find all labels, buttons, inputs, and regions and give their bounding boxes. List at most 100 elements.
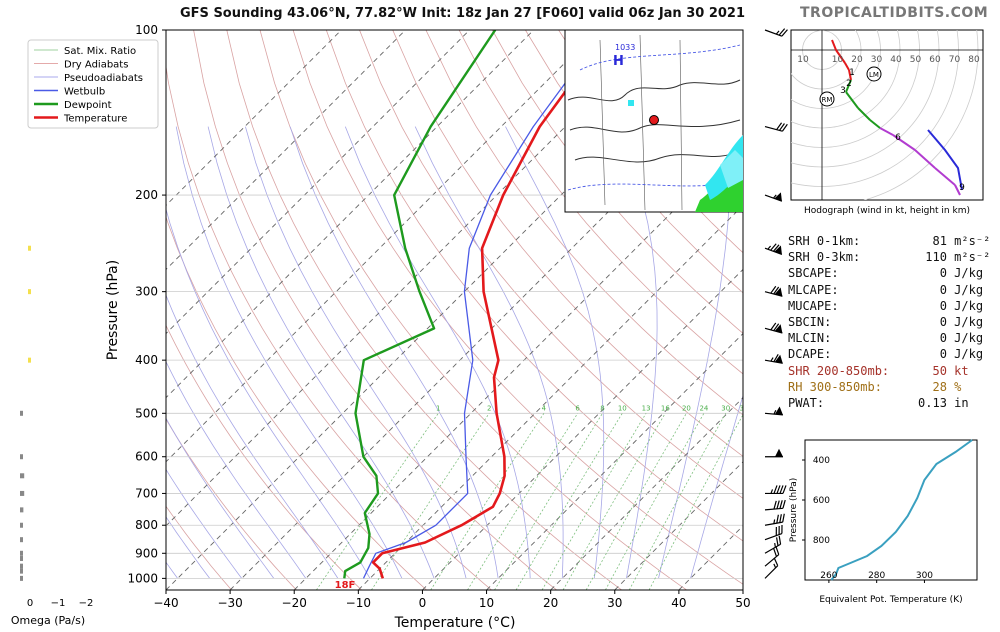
mixing-ratio-label: 2 <box>487 404 491 412</box>
theta-e-xtick-label: 280 <box>868 571 885 581</box>
param-name: SBCAPE: <box>788 266 897 281</box>
brand-logo-text[interactable]: TROPICALTIDBITS.COM <box>800 5 989 21</box>
wind-barb-full <box>779 500 783 509</box>
wind-barb-half <box>773 563 777 569</box>
omega-bar <box>20 568 23 574</box>
param-name: SRH 0-1km: <box>788 234 897 248</box>
param-value: 28 <box>896 379 947 394</box>
hodograph-ring-label: 80 <box>968 55 980 65</box>
wind-barb-full <box>775 527 777 536</box>
wind-barb-full <box>773 557 779 566</box>
param-value: 81 <box>896 234 947 248</box>
mixing-ratio-line <box>541 413 647 590</box>
param-name: SRH 0-3km: <box>788 250 897 265</box>
param-unit: m²s⁻² <box>946 250 991 265</box>
param-name: PWAT: <box>788 396 897 411</box>
hodograph-segment <box>845 79 852 93</box>
y-tick-label: 1000 <box>127 571 158 585</box>
mixing-ratio-line <box>494 413 603 590</box>
wind-barb-full <box>773 244 780 252</box>
omega-bar <box>28 289 31 295</box>
dry-adiabat-line <box>259 30 687 590</box>
wind-barb <box>764 557 779 579</box>
mixing-ratio-label: 24 <box>699 404 708 412</box>
pseudoadiabat-line <box>166 360 307 579</box>
pseudoadiabat-line <box>289 126 499 579</box>
omega-bar <box>20 454 23 460</box>
wind-barb <box>764 122 788 132</box>
omega-tick-label: 0 <box>27 598 33 609</box>
y-tick-label: 400 <box>135 353 158 367</box>
param-row: DCAPE: 0 J/kg <box>788 346 990 362</box>
wind-barb-full <box>776 500 780 509</box>
wind-barb-half <box>774 542 776 548</box>
mixing-ratio-label: 8 <box>600 404 604 412</box>
param-unit: % <box>946 379 962 394</box>
mixing-ratio-line <box>585 413 687 590</box>
y-tick-label: 200 <box>135 188 158 202</box>
wind-barb-full <box>781 524 783 534</box>
isotherm-line <box>166 30 534 399</box>
wind-barb <box>764 28 788 37</box>
param-value: 0 <box>896 347 947 362</box>
isotherm-line <box>166 30 406 271</box>
mixing-ratio-line <box>515 413 623 590</box>
hodograph-ring-label: 60 <box>929 55 941 65</box>
wind-barb-half <box>773 194 777 199</box>
param-unit: J/kg <box>946 331 984 346</box>
wind-barb-full <box>782 485 787 494</box>
pseudoadiabat-line <box>166 294 339 579</box>
param-unit: J/kg <box>946 282 984 297</box>
wind-barb-full <box>773 500 777 510</box>
wind-barb <box>765 448 783 458</box>
omega-bar <box>20 550 23 556</box>
wind-barb <box>764 322 783 334</box>
hodograph-segment <box>954 184 961 196</box>
y-tick-label: 800 <box>135 518 158 532</box>
param-row: MUCAPE: 0 J/kg <box>788 298 990 314</box>
param-value: 50 <box>896 363 947 378</box>
param-name: DCAPE: <box>788 347 897 362</box>
pseudoadiabat-line <box>166 516 211 579</box>
mixing-ratio-label: 20 <box>682 404 691 412</box>
wetbulb-line <box>362 30 605 579</box>
hodograph-segment <box>857 107 871 121</box>
x-tick-label: 10 <box>479 596 494 610</box>
param-unit: m²s⁻² <box>946 234 991 248</box>
wind-barb <box>764 406 783 416</box>
hodograph-segment <box>848 69 852 81</box>
y-tick-label: 900 <box>135 546 158 560</box>
param-row: MLCAPE: 0 J/kg <box>788 282 990 298</box>
wind-barb <box>764 513 785 526</box>
wind-barb <box>764 546 780 567</box>
isotherm-line <box>166 30 470 335</box>
theta-e-panel: 260 280 300 400 600 800 Equivalent Pot. Tempe… <box>789 439 978 605</box>
param-name: RH 300-850mb: <box>788 379 897 394</box>
wind-barb <box>764 243 783 255</box>
pseudoadiabat-line <box>166 468 243 579</box>
mixing-ratio-label: 6 <box>575 404 580 412</box>
theta-e-line <box>830 439 973 581</box>
isotherm-line <box>166 30 342 206</box>
pseudoadiabat-line <box>690 394 743 579</box>
wind-barb-full <box>779 123 785 131</box>
wind-barb-full <box>775 537 779 546</box>
dry-adiabat-line <box>325 30 743 542</box>
param-value: 0 <box>896 282 947 297</box>
wind-barb <box>764 354 783 364</box>
param-row: MLCIN: 0 J/kg <box>788 330 990 346</box>
mixing-ratio-label: 16 <box>661 404 670 412</box>
param-value: 0.13 <box>896 396 947 411</box>
sounding-parameters: SRH 0-1km: 81 m²s⁻² SRH 0-3km: 110 m²s⁻² S… <box>788 233 990 411</box>
omega-bar <box>20 473 25 479</box>
dry-adiabat-line <box>392 30 743 457</box>
wind-barb <box>764 499 786 511</box>
hodograph-ring-label: 20 <box>851 55 863 65</box>
hodograph-ring-label: 10 <box>832 55 844 65</box>
wind-barb <box>764 192 783 202</box>
hodograph-title: Hodograph (wind in kt, height in km) <box>804 206 970 216</box>
mixing-ratio-line <box>430 413 545 590</box>
pseudoadiabat-line <box>344 126 531 579</box>
omega-bar <box>20 490 25 496</box>
